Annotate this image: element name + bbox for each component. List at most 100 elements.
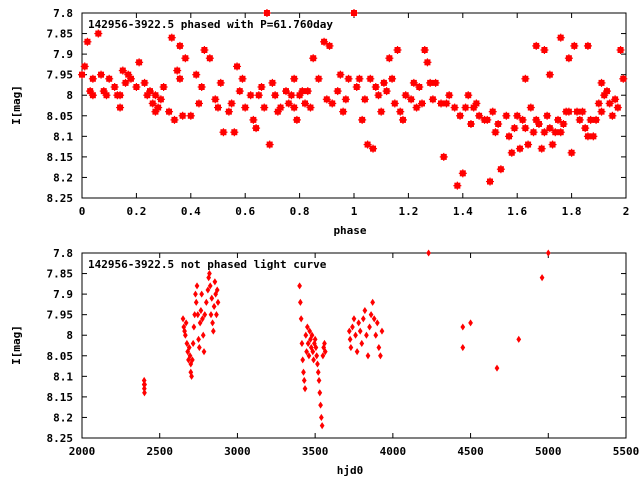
data-point — [191, 323, 197, 331]
y-axis-title-phased: I[mag] — [10, 85, 23, 125]
data-point — [140, 78, 149, 87]
data-point — [189, 356, 195, 364]
data-point — [597, 107, 606, 116]
data-point — [460, 344, 466, 352]
x-tick-label: 4000 — [380, 445, 407, 458]
data-point — [193, 290, 198, 298]
data-point — [205, 54, 214, 63]
data-point — [373, 331, 379, 339]
data-point — [543, 111, 552, 120]
data-point — [209, 294, 215, 302]
data-point — [556, 33, 565, 42]
data-point — [371, 315, 377, 323]
data-point — [200, 46, 209, 54]
data-point — [393, 46, 402, 54]
data-point — [126, 74, 135, 83]
data-point — [616, 46, 625, 54]
data-point — [298, 315, 304, 323]
data-point — [357, 327, 363, 335]
ticks-unphased: 2000 2500 3000 3500 4000 4500 5000 5500 7.8 7.85 7… — [47, 247, 640, 458]
data-point — [88, 91, 97, 100]
data-point — [314, 74, 323, 83]
data-point — [382, 87, 391, 96]
data-point — [516, 335, 522, 343]
data-point — [322, 348, 328, 356]
x-tick-label: 0.6 — [235, 205, 255, 218]
data-point — [363, 140, 372, 149]
data-point — [190, 339, 196, 347]
data-point — [466, 120, 475, 128]
data-point — [431, 78, 440, 87]
data-point — [379, 78, 388, 87]
data-point — [537, 144, 546, 153]
data-point — [526, 103, 535, 112]
data-point — [290, 74, 299, 83]
data-point — [420, 46, 429, 54]
y-tick-label: 7.95 — [47, 69, 74, 82]
data-point — [287, 91, 296, 100]
data-point — [309, 54, 318, 63]
data-point — [464, 91, 473, 100]
data-point — [570, 41, 579, 50]
x-tick-label: 2 — [623, 205, 630, 218]
data-point — [292, 115, 301, 124]
data-point — [461, 103, 470, 112]
data-point — [513, 111, 522, 120]
data-point — [303, 87, 312, 96]
data-point — [385, 54, 394, 63]
data-point — [423, 58, 432, 67]
data-point — [597, 78, 606, 87]
data-point — [313, 344, 319, 352]
data-point — [318, 401, 323, 409]
data-point — [488, 107, 497, 116]
data-point — [468, 319, 473, 327]
data-point — [306, 103, 315, 112]
data-point — [178, 111, 187, 120]
data-point — [502, 111, 511, 120]
data-point — [409, 78, 418, 87]
data-point — [350, 323, 355, 331]
data-point — [358, 115, 367, 124]
data-point — [233, 62, 242, 71]
data-point — [265, 140, 274, 149]
data-point — [180, 315, 186, 323]
x-tick-label: 3500 — [302, 445, 329, 458]
x-tick-label: 3000 — [224, 445, 251, 458]
data-point — [602, 87, 611, 96]
data-point — [398, 115, 407, 124]
y-tick-label: 8.15 — [47, 151, 74, 164]
data-point — [496, 165, 505, 174]
data-point — [534, 120, 543, 128]
data-point — [207, 282, 213, 290]
data-point — [325, 41, 334, 50]
y-tick-label: 8.25 — [47, 432, 74, 445]
data-point — [545, 70, 554, 79]
data-point — [548, 140, 557, 149]
data-point — [300, 356, 306, 364]
data-point — [320, 37, 329, 46]
y-tick-label: 8.05 — [47, 350, 74, 363]
data-point — [445, 91, 454, 100]
x-tick-label: 1.4 — [453, 205, 473, 218]
data-point — [224, 107, 233, 116]
data-point — [545, 124, 554, 133]
data-point — [352, 83, 361, 91]
data-point — [146, 87, 154, 96]
data-point — [227, 99, 236, 108]
data-point — [302, 385, 308, 393]
data-point — [175, 74, 184, 83]
data-point — [360, 95, 369, 104]
data-point — [167, 33, 176, 42]
x-tick-label: 0.2 — [126, 205, 146, 218]
data-point — [235, 87, 244, 96]
data-point — [211, 302, 217, 310]
data-point — [301, 99, 310, 108]
data-point — [458, 169, 467, 178]
y-tick-label: 7.8 — [53, 7, 73, 20]
data-point — [192, 311, 198, 319]
data-point — [238, 74, 247, 83]
data-point — [78, 70, 86, 79]
data-point — [475, 111, 484, 120]
data-point — [142, 381, 147, 389]
data-point — [260, 103, 269, 112]
